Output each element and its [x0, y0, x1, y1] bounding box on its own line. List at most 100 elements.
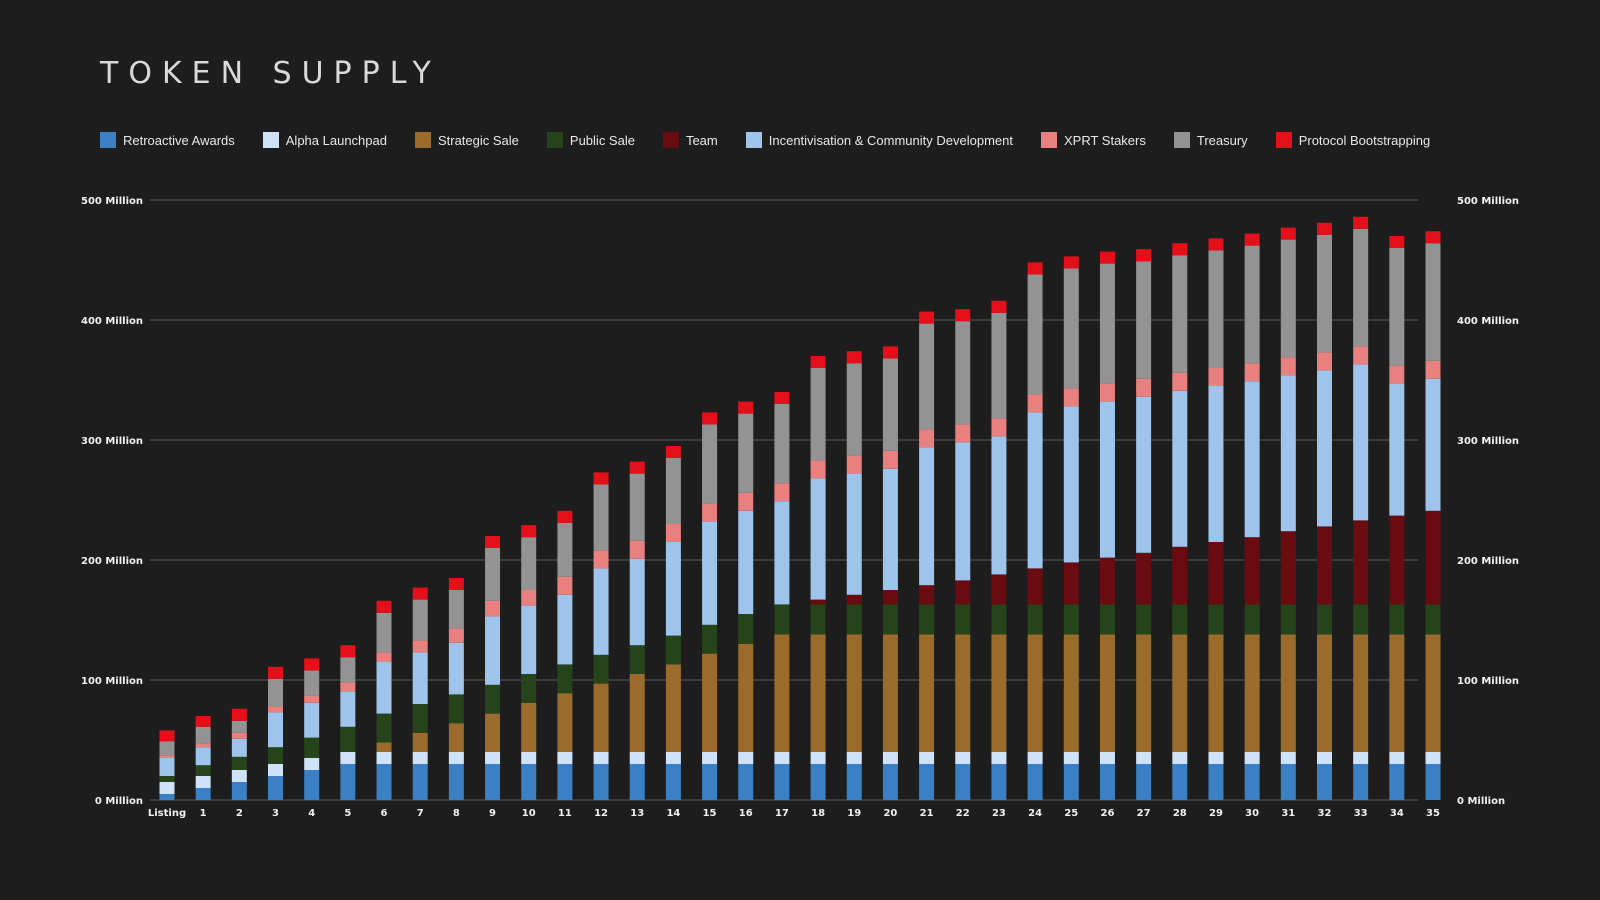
bar-segment [702, 424, 718, 504]
bar-segment [412, 599, 428, 641]
bar-segment [665, 524, 681, 542]
bar-segment [846, 604, 862, 635]
bar-segment [1172, 752, 1188, 764]
bar-segment [268, 678, 284, 707]
bar-segment [629, 764, 645, 800]
bar-segment [738, 401, 754, 414]
bar-segment [629, 473, 645, 541]
bar-segment [1172, 634, 1188, 752]
bar-segment [1172, 255, 1188, 373]
bar-segment [919, 604, 935, 635]
bar-segment [304, 770, 320, 800]
bar-segment [702, 624, 718, 654]
bar-segment [195, 776, 211, 788]
bar-segment [557, 522, 573, 577]
bar-segment [268, 706, 284, 713]
bar-segment [1389, 634, 1405, 752]
bar-segment [665, 764, 681, 800]
bar-segment [1027, 394, 1043, 413]
x-tick-label: 16 [739, 808, 753, 819]
bar-segment [376, 612, 392, 653]
bar-segment [991, 764, 1007, 800]
bar-segment [1063, 634, 1079, 752]
bar-segment [991, 634, 1007, 752]
bar-segment [1244, 752, 1260, 764]
bar-segment [231, 708, 247, 721]
bar-segment [1389, 752, 1405, 764]
bar-segment [846, 752, 862, 764]
bar-segment [521, 752, 537, 764]
bar-segment [1425, 604, 1441, 635]
bar-segment [1172, 243, 1188, 256]
bar-segment [1027, 568, 1043, 605]
bar-segment [702, 521, 718, 625]
bar-segment [340, 692, 356, 727]
bar-segment [702, 752, 718, 764]
bar-segment [1244, 634, 1260, 752]
x-tick-label: 5 [344, 808, 351, 819]
bar-segment [1027, 764, 1043, 800]
bar-segment [1136, 378, 1152, 397]
x-tick-label: 25 [1064, 808, 1078, 819]
y-tick-label-right: 0 Million [1457, 796, 1505, 807]
bar-segment [557, 752, 573, 764]
x-tick-label: 15 [703, 808, 717, 819]
bar-segment [1063, 604, 1079, 635]
bar-segment [304, 737, 320, 758]
bar-segment [268, 712, 284, 748]
x-tick-label: 12 [594, 808, 608, 819]
bar-segment [448, 764, 464, 800]
legend-item: Treasury [1173, 132, 1248, 148]
bar-segment [955, 442, 971, 581]
bar-segment [1425, 360, 1441, 379]
legend-swatch [262, 132, 279, 148]
bar-segment [159, 741, 175, 756]
bar-segment [159, 776, 175, 782]
bar-segment [702, 653, 718, 752]
bar-segment [1244, 764, 1260, 800]
bar-segment [1280, 239, 1296, 358]
bar-segment [991, 574, 1007, 605]
bar-segment [1136, 604, 1152, 635]
bar-segment [1099, 634, 1115, 752]
bar-segment [919, 323, 935, 430]
bar-segment [304, 758, 320, 770]
y-tick-label-right: 200 Million [1457, 556, 1519, 567]
bar-segment [810, 752, 826, 764]
bar-segment [1063, 764, 1079, 800]
bar-segment [1136, 249, 1152, 262]
bar-segment [629, 461, 645, 474]
bar-segment [1353, 216, 1369, 229]
bar-segment [1280, 357, 1296, 376]
bar-segment [1027, 274, 1043, 395]
bar-segment [1027, 604, 1043, 635]
bar-segment [195, 765, 211, 776]
bar-segment [810, 634, 826, 752]
bar-segment [521, 702, 537, 752]
bar-segment [882, 764, 898, 800]
bar-segment [1136, 752, 1152, 764]
x-tick-label: 20 [883, 808, 897, 819]
bar-segment [268, 776, 284, 800]
y-tick-label-left: 100 Million [81, 676, 143, 687]
bar-segment [1425, 231, 1441, 244]
bar-segment [1353, 228, 1369, 347]
bar-segment [376, 662, 392, 714]
bar-segment [521, 525, 537, 538]
bar-segment [665, 458, 681, 524]
bar-segment [919, 311, 935, 324]
bar-segment [485, 548, 501, 601]
bar-segment [629, 558, 645, 646]
legend-label: Incentivisation & Community Development [768, 132, 1013, 148]
bar-segment [448, 723, 464, 752]
bar-segment [1208, 542, 1224, 605]
bar-segment [521, 605, 537, 674]
bar-segment [1063, 256, 1079, 269]
bar-segment [1425, 243, 1441, 361]
bar-segment [1389, 236, 1405, 248]
bar-segment [521, 764, 537, 800]
bar-segment [1136, 261, 1152, 379]
bar-segment [268, 764, 284, 776]
bar-segment [738, 510, 754, 614]
bar-segment [485, 536, 501, 548]
